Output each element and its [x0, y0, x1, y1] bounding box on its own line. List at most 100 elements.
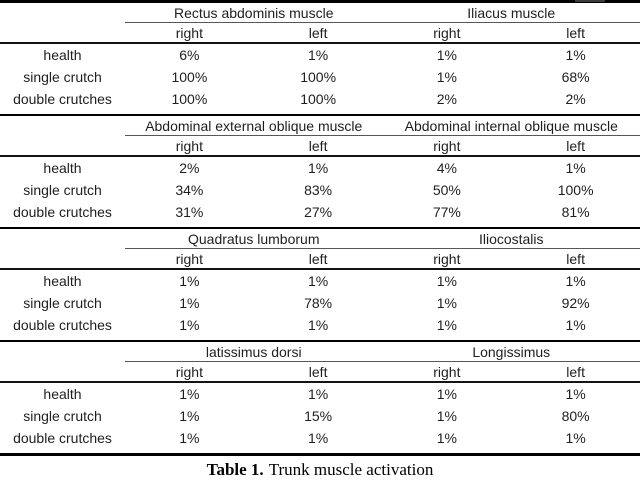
col-header-left: left: [566, 24, 585, 41]
row-label: double crutches: [13, 430, 112, 446]
col-header-left: left: [566, 250, 585, 267]
col-header-left: left: [566, 363, 585, 380]
cell-value: 1%: [436, 69, 457, 85]
cell-value: 1%: [565, 160, 586, 176]
table-section-rectus-iliacus: Rectus abdominis muscle Iliacus muscle r…: [0, 3, 640, 116]
table-row: double crutches 1% 1% 1% 1%: [0, 314, 640, 336]
cell-value: 100%: [171, 69, 208, 85]
col-header-left: left: [566, 137, 585, 154]
row-label: health: [43, 273, 82, 289]
row-label: single crutch: [23, 295, 102, 311]
row-label: double crutches: [13, 204, 112, 220]
cell-value: 4%: [436, 160, 457, 176]
cell-value: 1%: [436, 317, 457, 333]
subheader-row: right left right left: [0, 362, 640, 383]
col-header-left: left: [308, 250, 328, 267]
subheader-row: right left right left: [0, 249, 640, 270]
table-row: single crutch 100% 100% 1% 68%: [0, 66, 640, 88]
cell-value: 1%: [308, 160, 329, 176]
col-header-right: right: [433, 137, 461, 154]
table-row: double crutches 1% 1% 1% 1%: [0, 427, 640, 449]
col-header-left: left: [308, 363, 328, 380]
cell-value: 100%: [557, 182, 594, 198]
cell-value: 1%: [565, 47, 586, 63]
cell-value: 92%: [561, 295, 590, 311]
cell-value: 1%: [308, 273, 329, 289]
cell-value: 1%: [436, 386, 457, 402]
group-header: Abdominal external oblique muscle: [125, 117, 383, 136]
group-header-row: Quadratus lumborum Iliocostalis: [0, 229, 640, 249]
group-header: Rectus abdominis muscle: [125, 4, 383, 23]
cell-value: 1%: [179, 408, 200, 424]
group-header: Iliocostalis: [382, 230, 640, 249]
group-header: Quadratus lumborum: [125, 230, 383, 249]
group-header: Iliacus muscle: [382, 4, 640, 23]
col-header-right: right: [175, 250, 203, 267]
row-label: health: [43, 386, 82, 402]
cell-value: 2%: [179, 160, 200, 176]
cell-value: 1%: [436, 47, 457, 63]
table-caption-label: Table 1.: [206, 460, 264, 479]
cell-value: 83%: [304, 182, 333, 198]
cell-value: 1%: [436, 408, 457, 424]
row-label: health: [43, 160, 82, 176]
cell-value: 6%: [179, 47, 200, 63]
cell-value: 1%: [436, 273, 457, 289]
cell-value: 1%: [565, 430, 586, 446]
cell-value: 50%: [432, 182, 461, 198]
table-row: double crutches 100% 100% 2% 2%: [0, 88, 640, 110]
group-header: Abdominal internal oblique muscle: [382, 117, 640, 136]
col-header-left: left: [308, 24, 328, 41]
cell-value: 1%: [308, 47, 329, 63]
cell-value: 81%: [561, 204, 590, 220]
group-header: latissimus dorsi: [125, 343, 383, 362]
cell-value: 80%: [561, 408, 590, 424]
cell-value: 1%: [179, 317, 200, 333]
row-label: single crutch: [23, 182, 102, 198]
cell-value: 100%: [171, 91, 208, 107]
cell-value: 1%: [179, 430, 200, 446]
row-label: double crutches: [13, 91, 112, 107]
cell-value: 1%: [179, 273, 200, 289]
cell-value: 27%: [304, 204, 333, 220]
table-row: single crutch 1% 78% 1% 92%: [0, 292, 640, 314]
row-label: health: [43, 47, 82, 63]
table-row: health 2% 1% 4% 1%: [0, 157, 640, 179]
table-section-latissimus-longissimus: latissimus dorsi Longissimus right left …: [0, 342, 640, 456]
cell-value: 1%: [179, 295, 200, 311]
table-caption: Table 1. Trunk muscle activation: [0, 460, 640, 480]
group-header-row: Abdominal external oblique muscle Abdomi…: [0, 116, 640, 136]
cell-value: 1%: [565, 386, 586, 402]
cell-value: 2%: [436, 91, 457, 107]
cell-value: 1%: [179, 386, 200, 402]
cell-value: 68%: [561, 69, 590, 85]
table-section-oblique: Abdominal external oblique muscle Abdomi…: [0, 116, 640, 229]
cell-value: 2%: [565, 91, 586, 107]
col-header-right: right: [175, 137, 203, 154]
cell-value: 77%: [432, 204, 461, 220]
col-header-left: left: [308, 137, 328, 154]
cell-value: 78%: [304, 295, 333, 311]
subheader-row: right left right left: [0, 23, 640, 44]
cell-value: 1%: [436, 430, 457, 446]
cell-value: 1%: [565, 317, 586, 333]
cell-value: 1%: [308, 386, 329, 402]
table-row: health 6% 1% 1% 1%: [0, 44, 640, 66]
col-header-right: right: [433, 250, 461, 267]
cell-value: 1%: [565, 273, 586, 289]
group-header-row: Rectus abdominis muscle Iliacus muscle: [0, 3, 640, 23]
row-label: double crutches: [13, 317, 112, 333]
cell-value: 1%: [436, 295, 457, 311]
scan-artifact-top-right: [575, 0, 605, 2]
cell-value: 1%: [308, 317, 329, 333]
trunk-muscle-activation-table: Rectus abdominis muscle Iliacus muscle r…: [0, 0, 640, 456]
col-header-right: right: [175, 24, 203, 41]
table-row: health 1% 1% 1% 1%: [0, 270, 640, 292]
table-caption-text: Trunk muscle activation: [268, 460, 434, 479]
table-row: health 1% 1% 1% 1%: [0, 383, 640, 405]
table-row: single crutch 1% 15% 1% 80%: [0, 405, 640, 427]
cell-value: 100%: [300, 69, 337, 85]
cell-value: 1%: [308, 430, 329, 446]
row-label: single crutch: [23, 408, 102, 424]
